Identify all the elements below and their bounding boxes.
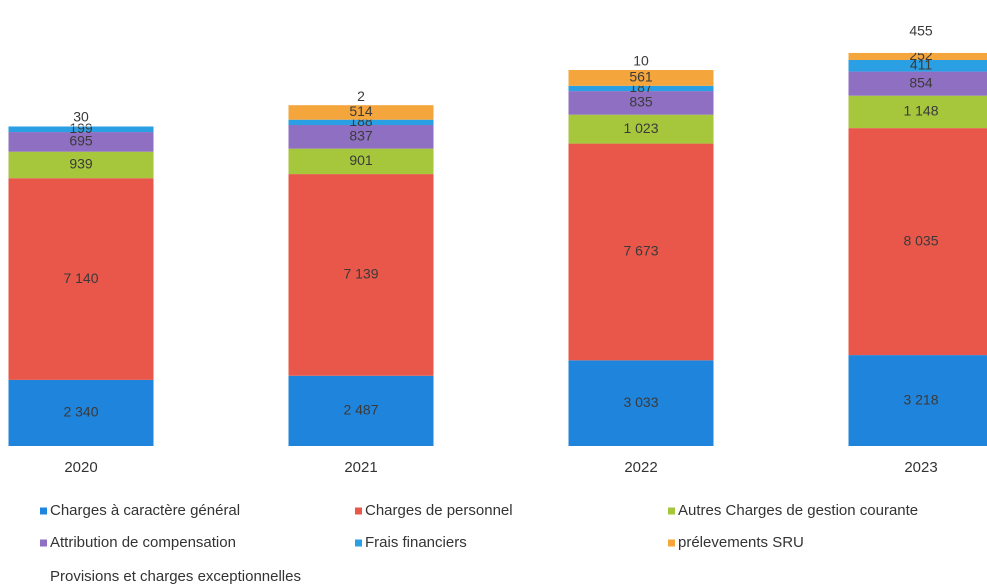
legend-label: Attribution de compensation	[50, 534, 236, 551]
legend-label: Charges de personnel	[365, 502, 513, 519]
data-label: 2 487	[343, 402, 378, 418]
legend-label: Charges à caractère général	[50, 502, 240, 519]
legend-marker	[40, 573, 47, 581]
bar-segment	[288, 119, 434, 125]
data-label: 514	[349, 103, 373, 119]
data-label: 3 218	[903, 391, 938, 407]
legend-marker	[355, 539, 362, 547]
data-label: 1 023	[623, 120, 658, 136]
bar-segment	[288, 105, 434, 120]
data-label: 10	[633, 52, 649, 68]
data-label: 901	[349, 152, 373, 168]
bar-segment	[848, 59, 987, 72]
data-label: 7 139	[343, 266, 378, 282]
data-label: 561	[629, 69, 653, 85]
legend-marker	[668, 507, 675, 515]
bar-segment	[288, 124, 434, 149]
bar-segment	[568, 69, 714, 86]
bar-segment	[8, 178, 154, 380]
bar-segment	[848, 128, 987, 356]
legend-label: prélevements SRU	[678, 534, 804, 551]
bar-segment	[8, 379, 154, 446]
data-label: 939	[69, 156, 93, 172]
data-label: 7 673	[623, 243, 658, 259]
data-label: 8 035	[903, 232, 938, 248]
bar-segment	[848, 52, 987, 60]
bar-segment	[568, 114, 714, 144]
data-label: 837	[349, 128, 373, 144]
bar-segment	[568, 85, 714, 92]
data-label: 835	[629, 94, 653, 110]
x-tick-label: 2020	[64, 459, 97, 476]
bar-segment	[8, 125, 154, 127]
bar-segment	[848, 40, 987, 53]
legend-label: Autres Charges de gestion courante	[678, 502, 918, 519]
x-tick-label: 2023	[904, 459, 937, 476]
data-label: 455	[909, 23, 933, 39]
bar-segment	[288, 148, 434, 175]
legend-marker	[355, 507, 362, 515]
data-label: 2 340	[63, 404, 98, 420]
data-label: 7 140	[63, 270, 98, 286]
bar-segment	[568, 143, 714, 361]
bar-segment	[8, 151, 154, 179]
bar-segment	[288, 174, 434, 376]
bar-segment	[8, 132, 154, 152]
legend-marker	[668, 539, 675, 547]
data-label: 2	[357, 88, 365, 104]
data-label: 854	[909, 74, 933, 90]
legend-marker	[40, 539, 47, 547]
bar-segment	[568, 91, 714, 115]
data-label: 199	[69, 120, 93, 136]
legend-marker	[40, 507, 47, 515]
data-label: 30	[73, 108, 89, 124]
x-tick-label: 2021	[344, 459, 377, 476]
legend-label: Provisions et charges exceptionnelles	[50, 568, 301, 584]
bar-segment	[568, 360, 714, 446]
data-label: 411	[910, 56, 933, 72]
bar-segment	[848, 95, 987, 129]
bar-segment	[848, 355, 987, 446]
bar-segment	[848, 71, 987, 96]
data-label: 3 033	[623, 394, 658, 410]
data-label: 695	[69, 133, 93, 149]
bar-segment	[8, 126, 154, 133]
data-label: 1 148	[903, 103, 938, 119]
bar-segment	[288, 375, 434, 446]
legend-label: Frais financiers	[365, 534, 467, 551]
x-tick-label: 2022	[624, 459, 657, 476]
